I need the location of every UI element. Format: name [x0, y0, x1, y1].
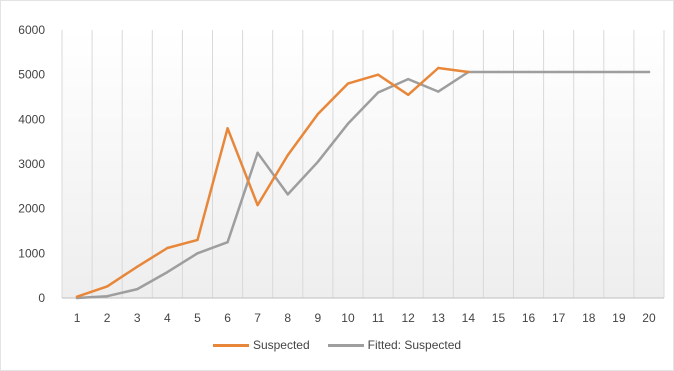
x-tick-label: 15	[492, 311, 506, 325]
data-point	[406, 77, 410, 81]
data-point	[406, 93, 410, 96]
y-tick-label: 1000	[18, 246, 45, 260]
data-point	[226, 240, 229, 244]
y-tick-label: 2000	[18, 202, 45, 216]
legend: Suspected Fitted: Suspected	[0, 338, 674, 352]
data-point	[617, 70, 621, 74]
data-point	[286, 153, 289, 157]
data-point	[346, 122, 350, 126]
x-tick-label: 19	[612, 311, 626, 325]
data-point	[557, 70, 560, 74]
x-tick-label: 5	[194, 311, 201, 325]
data-point	[467, 70, 470, 74]
series-lines	[75, 66, 651, 300]
x-tick-label: 8	[284, 311, 291, 325]
x-tick-label: 3	[134, 311, 141, 325]
x-tick-label: 16	[522, 311, 536, 325]
data-point	[587, 70, 590, 74]
x-tick-label: 13	[432, 311, 446, 325]
x-tick-label: 7	[254, 311, 261, 325]
x-tick-label: 1	[74, 311, 81, 325]
x-tick-label: 17	[552, 311, 566, 325]
data-point	[256, 151, 259, 155]
data-point	[166, 246, 169, 250]
x-tick-label: 4	[164, 311, 171, 325]
y-tick-label: 5000	[18, 68, 45, 82]
x-tick-label: 10	[341, 311, 355, 325]
y-tick-label: 6000	[18, 23, 45, 37]
data-point	[196, 238, 199, 242]
data-point	[437, 90, 440, 93]
legend-label: Suspected	[252, 338, 310, 352]
y-tick-label: 0	[38, 291, 45, 305]
data-point	[437, 66, 440, 70]
data-point	[527, 70, 530, 74]
data-point	[196, 252, 199, 255]
data-point	[105, 295, 109, 298]
data-point	[75, 295, 79, 298]
grid-lines	[61, 30, 665, 298]
data-point	[647, 70, 651, 74]
legend-swatch	[212, 343, 249, 347]
data-point	[316, 160, 320, 163]
data-point	[286, 193, 289, 196]
x-tick-label: 20	[642, 311, 656, 325]
y-tick-label: 3000	[18, 157, 45, 171]
data-point	[316, 112, 320, 116]
x-tick-label: 14	[462, 311, 476, 325]
series-line-0	[75, 66, 470, 298]
x-tick-label: 18	[582, 311, 596, 325]
data-point	[497, 70, 500, 74]
x-tick-label: 9	[315, 311, 322, 325]
legend-item: Fitted: Suspected	[327, 338, 462, 352]
data-point	[105, 285, 109, 288]
data-point	[166, 270, 169, 274]
legend-item: Suspected	[212, 338, 310, 352]
data-point	[376, 91, 380, 94]
data-point	[376, 73, 380, 76]
x-tick-label: 11	[372, 311, 385, 325]
data-point	[226, 127, 229, 130]
y-tick-label: 4000	[18, 112, 45, 126]
legend-label: Fitted: Suspected	[367, 338, 462, 352]
x-tick-label: 2	[104, 311, 111, 325]
data-point	[256, 203, 259, 207]
data-point	[136, 265, 139, 268]
series-line-1	[75, 70, 651, 300]
x-tick-label: 6	[224, 311, 231, 325]
data-point	[346, 82, 350, 85]
x-tick-label: 12	[401, 311, 415, 325]
legend-swatch	[327, 343, 364, 347]
data-point	[136, 287, 139, 291]
